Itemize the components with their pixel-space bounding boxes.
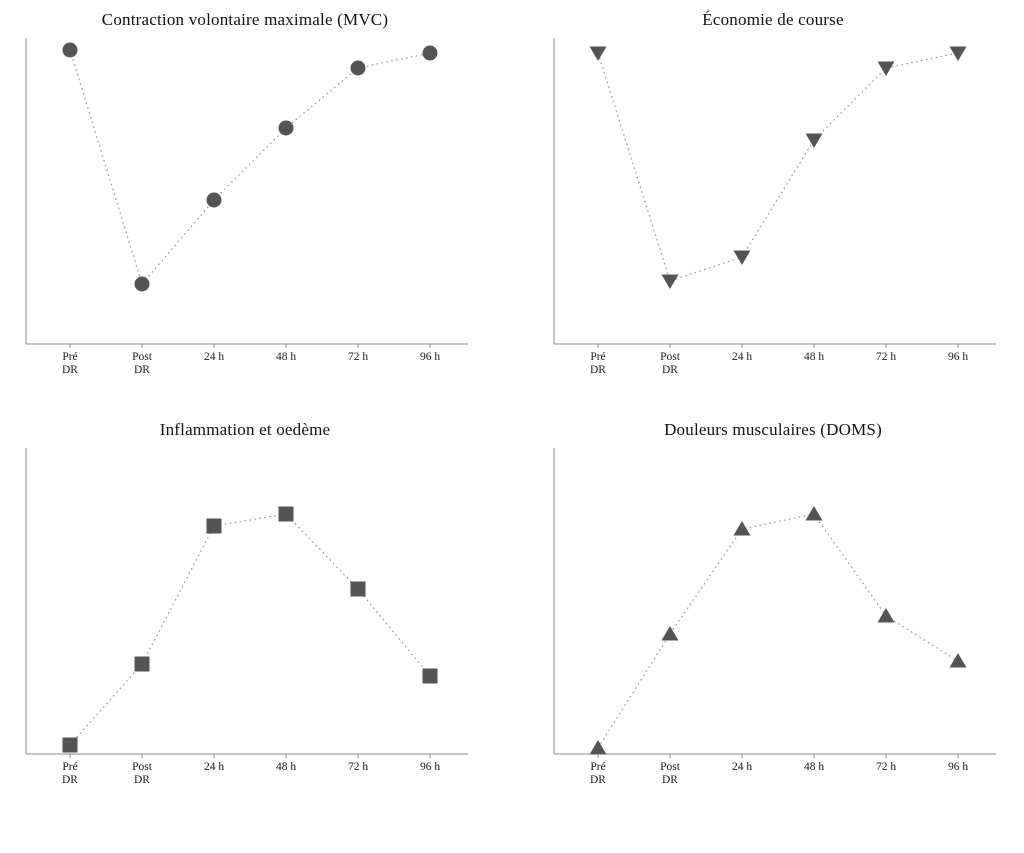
data-point-triangle-up-marker: [733, 521, 751, 536]
x-tick-label: Post DR: [660, 351, 681, 376]
x-tick-label: 48 h: [804, 351, 824, 363]
x-tick-label: Post DR: [132, 761, 153, 786]
x-tick-label: 24 h: [204, 351, 224, 363]
data-point-triangle-up-marker: [949, 653, 967, 668]
chart-panel-running-economy: Économie de course Pré DR Post DR 24 h 48 h 72…: [538, 4, 1008, 384]
chart-plot-inflammation: Pré DR Post DR 24 h 48 h 72 h 96 h: [25, 448, 468, 786]
data-point-square-marker: [206, 518, 222, 534]
data-point-circle-marker: [62, 42, 78, 58]
chart-title-inflammation: Inflammation et oedème: [159, 420, 331, 439]
charts-grid: Contraction volontaire maximale (MVC) Pr…: [10, 4, 1008, 794]
x-tick-label: 72 h: [876, 351, 896, 363]
data-point-triangle-down-marker: [661, 274, 679, 289]
data-point-circle-marker: [206, 192, 222, 208]
x-tick-label: 24 h: [204, 761, 224, 773]
data-point-square-marker: [422, 668, 438, 684]
data-point-square-marker: [350, 581, 366, 597]
x-tick-label: 48 h: [276, 761, 296, 773]
data-point-triangle-down-marker: [805, 133, 823, 148]
chart-plot-running-economy: Pré DR Post DR 24 h 48 h 72 h 96 h: [553, 38, 996, 376]
x-tick-label: 48 h: [804, 761, 824, 773]
data-point-square-marker: [62, 737, 78, 753]
x-tick-label: 96 h: [420, 761, 440, 773]
series-line: [597, 513, 959, 749]
data-point-triangle-down-marker: [877, 61, 895, 76]
x-tick-label: 72 h: [348, 351, 368, 363]
data-point-triangle-up-marker: [877, 608, 895, 623]
chart-plot-doms: Pré DR Post DR 24 h 48 h 72 h 96 h: [553, 448, 996, 786]
chart-title-mvc: Contraction volontaire maximale (MVC): [101, 10, 389, 29]
x-tick-label: Pré DR: [590, 761, 606, 786]
x-tick-label: 96 h: [948, 351, 968, 363]
x-tick-label: Post DR: [660, 761, 681, 786]
x-tick-label: Pré DR: [62, 351, 78, 376]
x-tick-label: Post DR: [132, 351, 153, 376]
x-tick-label: 72 h: [348, 761, 368, 773]
data-point-triangle-down-marker: [949, 46, 967, 61]
x-tick-label: 96 h: [420, 351, 440, 363]
x-tick-label: Pré DR: [62, 761, 78, 786]
series-line: [597, 52, 959, 282]
data-point-triangle-up-marker: [805, 506, 823, 521]
data-point-square-marker: [134, 656, 150, 672]
data-point-circle-marker: [278, 120, 294, 136]
chart-panel-doms: Douleurs musculaires (DOMS) Pré DR Post DR 2…: [538, 414, 1008, 794]
data-point-triangle-down-marker: [589, 46, 607, 61]
x-tick-label: 24 h: [732, 761, 752, 773]
data-point-triangle-up-marker: [589, 740, 607, 755]
chart-title-running-economy: Économie de course: [702, 10, 844, 29]
x-tick-label: 96 h: [948, 761, 968, 773]
x-tick-label: 72 h: [876, 761, 896, 773]
data-point-circle-marker: [422, 45, 438, 61]
series-line: [69, 49, 431, 286]
data-point-triangle-up-marker: [661, 626, 679, 641]
x-tick-label: Pré DR: [590, 351, 606, 376]
x-tick-label: 48 h: [276, 351, 296, 363]
data-point-square-marker: [278, 506, 294, 522]
chart-title-doms: Douleurs musculaires (DOMS): [664, 420, 882, 439]
series-line: [69, 513, 431, 746]
chart-panel-inflammation: Inflammation et oedème Pré DR Post DR 24 h 48…: [10, 414, 480, 794]
data-point-circle-marker: [134, 276, 150, 292]
data-point-circle-marker: [350, 60, 366, 76]
chart-panel-mvc: Contraction volontaire maximale (MVC) Pr…: [10, 4, 480, 384]
data-point-triangle-down-marker: [733, 250, 751, 265]
chart-plot-mvc: Pré DR Post DR 24 h 48 h 72 h 96 h: [25, 38, 468, 376]
x-tick-label: 24 h: [732, 351, 752, 363]
